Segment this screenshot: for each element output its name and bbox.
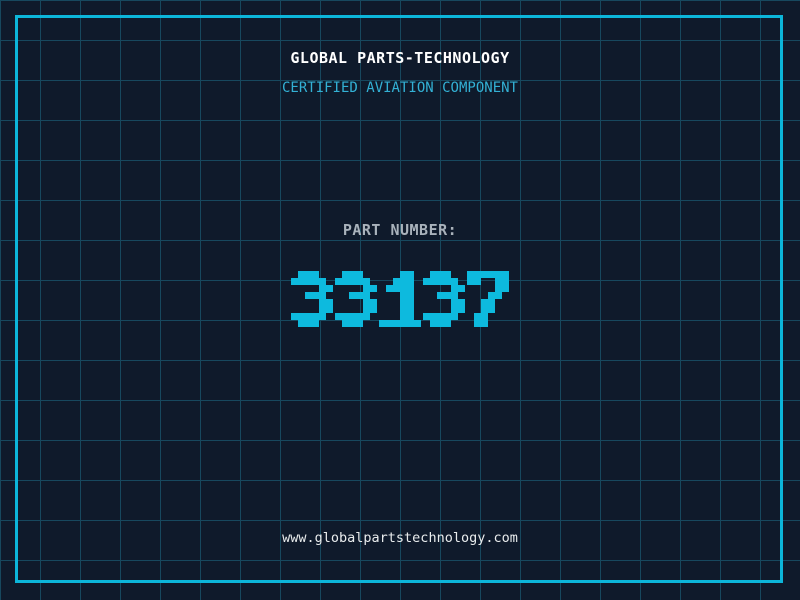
- company-title: GLOBAL PARTS-TECHNOLOGY: [290, 49, 510, 67]
- website-url: www.globalpartstechnology.com: [282, 530, 518, 546]
- part-number-label: PART NUMBER:: [342, 221, 458, 239]
- certification-subtitle: CERTIFIED AVIATION COMPONENT: [281, 80, 518, 96]
- part-number-value: [291, 271, 509, 327]
- border-frame: [15, 15, 783, 583]
